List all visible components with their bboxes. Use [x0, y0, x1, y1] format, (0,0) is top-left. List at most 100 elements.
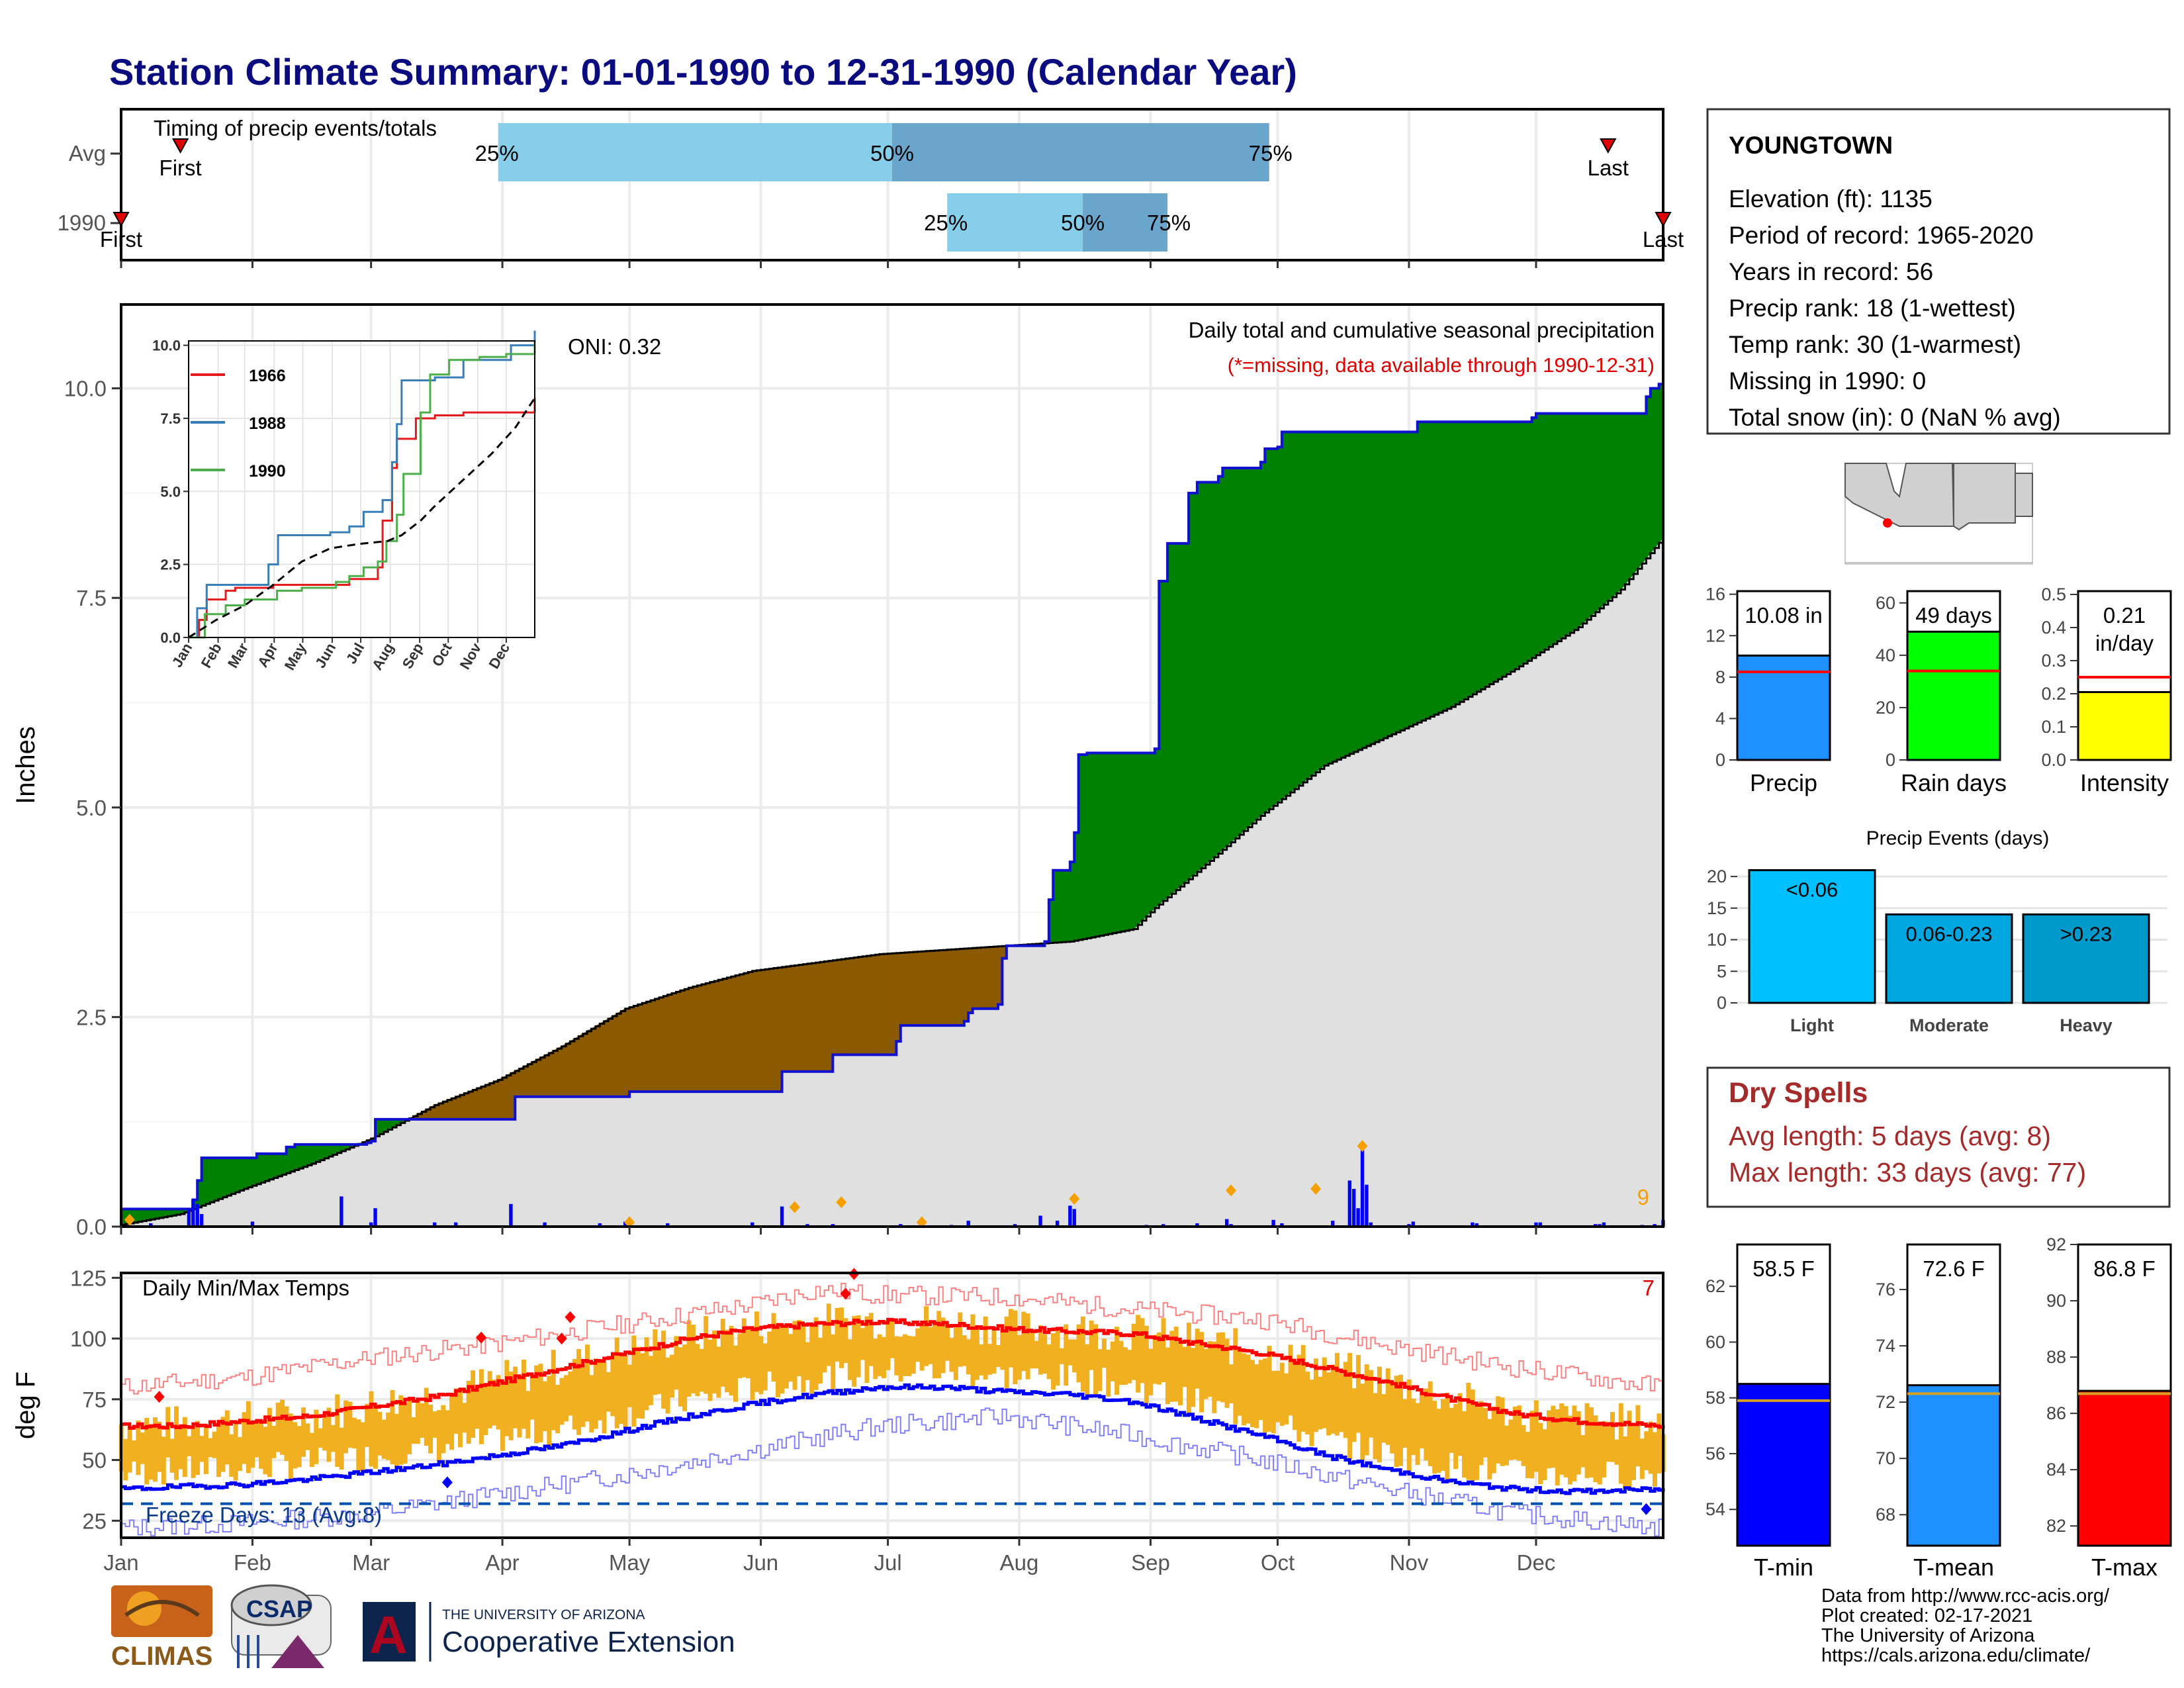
surplus-area-segment: [1433, 421, 1439, 716]
daily-temp-range-bar: [949, 1338, 954, 1372]
daily-temp-range-bar: [318, 1428, 323, 1448]
deficit-area-segment: [849, 957, 854, 1055]
daily-temp-range-bar: [1118, 1340, 1124, 1385]
month-label: Aug: [1000, 1550, 1039, 1575]
daily-temp-range-bar: [868, 1313, 874, 1366]
deficit-area-segment: [786, 965, 791, 1072]
daily-temp-range-bar: [229, 1434, 234, 1477]
stat-category-label: Rain days: [1901, 769, 2007, 796]
surplus-area-segment: [1557, 413, 1562, 642]
daily-temp-range-bar: [665, 1357, 670, 1414]
daily-temp-range-bar: [1627, 1411, 1632, 1488]
daily-temp-range-bar: [995, 1344, 1001, 1368]
daily-temp-range-bar: [1072, 1339, 1077, 1373]
daily-temp-range-bar: [1288, 1344, 1293, 1416]
stat-ytick-label: 82: [2046, 1516, 2066, 1536]
daily-temp-range-bar: [1610, 1412, 1615, 1462]
daily-temp-range-bar: [1411, 1398, 1416, 1456]
normal-cumulative-area: [121, 538, 1663, 1227]
daily-temp-range-bar: [716, 1346, 721, 1398]
daily-temp-range-bar: [1068, 1339, 1073, 1366]
deficit-area-segment: [553, 1048, 558, 1098]
climas-logo-text: CLIMAS: [111, 1642, 212, 1671]
deficit-area-segment: [489, 1081, 494, 1120]
daily-temp-range-bar: [1013, 1310, 1018, 1385]
daily-temp-range-bar: [1491, 1406, 1496, 1474]
normal-max-line: [121, 1317, 1665, 1430]
month-label: Oct: [1261, 1550, 1295, 1575]
daily-temp-range-bar: [1152, 1335, 1158, 1384]
daily-temp-range-bar: [525, 1391, 531, 1438]
surplus-area-segment: [1273, 448, 1278, 807]
inset-ytick-label: 0.0: [160, 630, 181, 646]
surplus-area-segment: [1426, 421, 1431, 720]
deficit-area-segment: [659, 996, 664, 1092]
stat-value-label: 86.8 F: [2093, 1256, 2156, 1281]
daily-temp-range-bar: [1313, 1358, 1318, 1432]
daily-temp-range-bar: [1470, 1389, 1475, 1481]
deficit-area-segment: [870, 954, 876, 1055]
quartile-bar-light: [498, 123, 892, 181]
deficit-area-segment: [985, 946, 990, 1009]
deficit-area-segment: [468, 1089, 473, 1120]
daily-temp-range-bar: [1347, 1352, 1353, 1460]
daily-temp-range-bar: [856, 1315, 861, 1378]
daily-temp-range-bar: [534, 1365, 539, 1444]
deficit-area-segment: [964, 948, 969, 1022]
daily-temp-range-bar: [322, 1413, 328, 1451]
daily-temp-range-bar: [805, 1342, 810, 1380]
daily-temp-range-bar: [407, 1399, 412, 1454]
surplus-area-segment: [1370, 431, 1376, 745]
daily-temp-range-bar: [1076, 1324, 1081, 1383]
stat-ytick-label: 0.2: [2041, 684, 2066, 704]
stat-ytick-label: 20: [1876, 698, 1895, 718]
surplus-area-segment: [1612, 413, 1617, 598]
surplus-area-segment: [1188, 492, 1193, 880]
surplus-area-segment: [1137, 753, 1143, 926]
daily-temp-range-bar: [1445, 1392, 1450, 1480]
daily-temp-range-bar: [958, 1312, 963, 1367]
stat-value-label: 10.08 in: [1745, 603, 1822, 628]
surplus-area-segment: [239, 1157, 245, 1192]
deficit-area-segment: [713, 979, 719, 1092]
deficit-area-segment: [879, 953, 884, 1055]
timing-row-avg-label: Avg: [69, 141, 106, 165]
daily-temp-range-bar: [1364, 1364, 1369, 1456]
precip-count-label: 9: [1637, 1185, 1649, 1209]
daily-precip-bar: [966, 1221, 970, 1227]
deficit-area-segment: [629, 1005, 635, 1092]
deficit-area-segment: [570, 1038, 575, 1098]
daily-temp-range-bar: [1173, 1327, 1179, 1402]
daily-temp-range-bar: [1631, 1423, 1636, 1480]
daily-temp-range-bar: [1279, 1362, 1285, 1426]
daily-temp-range-bar: [894, 1336, 899, 1376]
daily-temp-range-bar: [411, 1417, 416, 1444]
surplus-area-segment: [222, 1157, 228, 1198]
temp-ytick-label: 100: [70, 1327, 107, 1351]
deficit-area-segment: [832, 959, 838, 1055]
surplus-area-segment: [1586, 413, 1592, 621]
daily-temp-range-bar: [889, 1319, 895, 1358]
inset-ytick-label: 2.5: [160, 557, 181, 573]
surplus-area-segment: [1315, 431, 1321, 773]
deficit-area-segment: [480, 1084, 486, 1120]
deficit-area-segment: [883, 953, 889, 1055]
daily-temp-range-bar: [1559, 1403, 1565, 1475]
surplus-area-segment: [1624, 413, 1630, 586]
daily-temp-range-bar: [635, 1346, 641, 1419]
deficit-area-segment: [671, 991, 677, 1092]
daily-precip-bar: [369, 1222, 373, 1227]
daily-temp-range-bar: [1576, 1411, 1581, 1475]
daily-temp-range-bar: [1390, 1382, 1395, 1454]
surplus-area-segment: [1239, 467, 1244, 836]
daily-precip-bar: [1538, 1222, 1543, 1227]
daily-precip-bar: [1271, 1219, 1275, 1227]
daily-temp-range-bar: [860, 1328, 865, 1360]
daily-temp-range-bar: [1097, 1349, 1103, 1391]
deficit-area-segment: [565, 1041, 571, 1098]
surplus-area-segment: [205, 1157, 210, 1205]
surplus-area-segment: [1167, 543, 1172, 898]
daily-temp-range-bar: [547, 1376, 552, 1446]
stat-chart-rain-days: 0 20 40 60 49 days Rain days: [1876, 590, 2007, 796]
stat-value-label: 49 days: [1915, 603, 1992, 628]
